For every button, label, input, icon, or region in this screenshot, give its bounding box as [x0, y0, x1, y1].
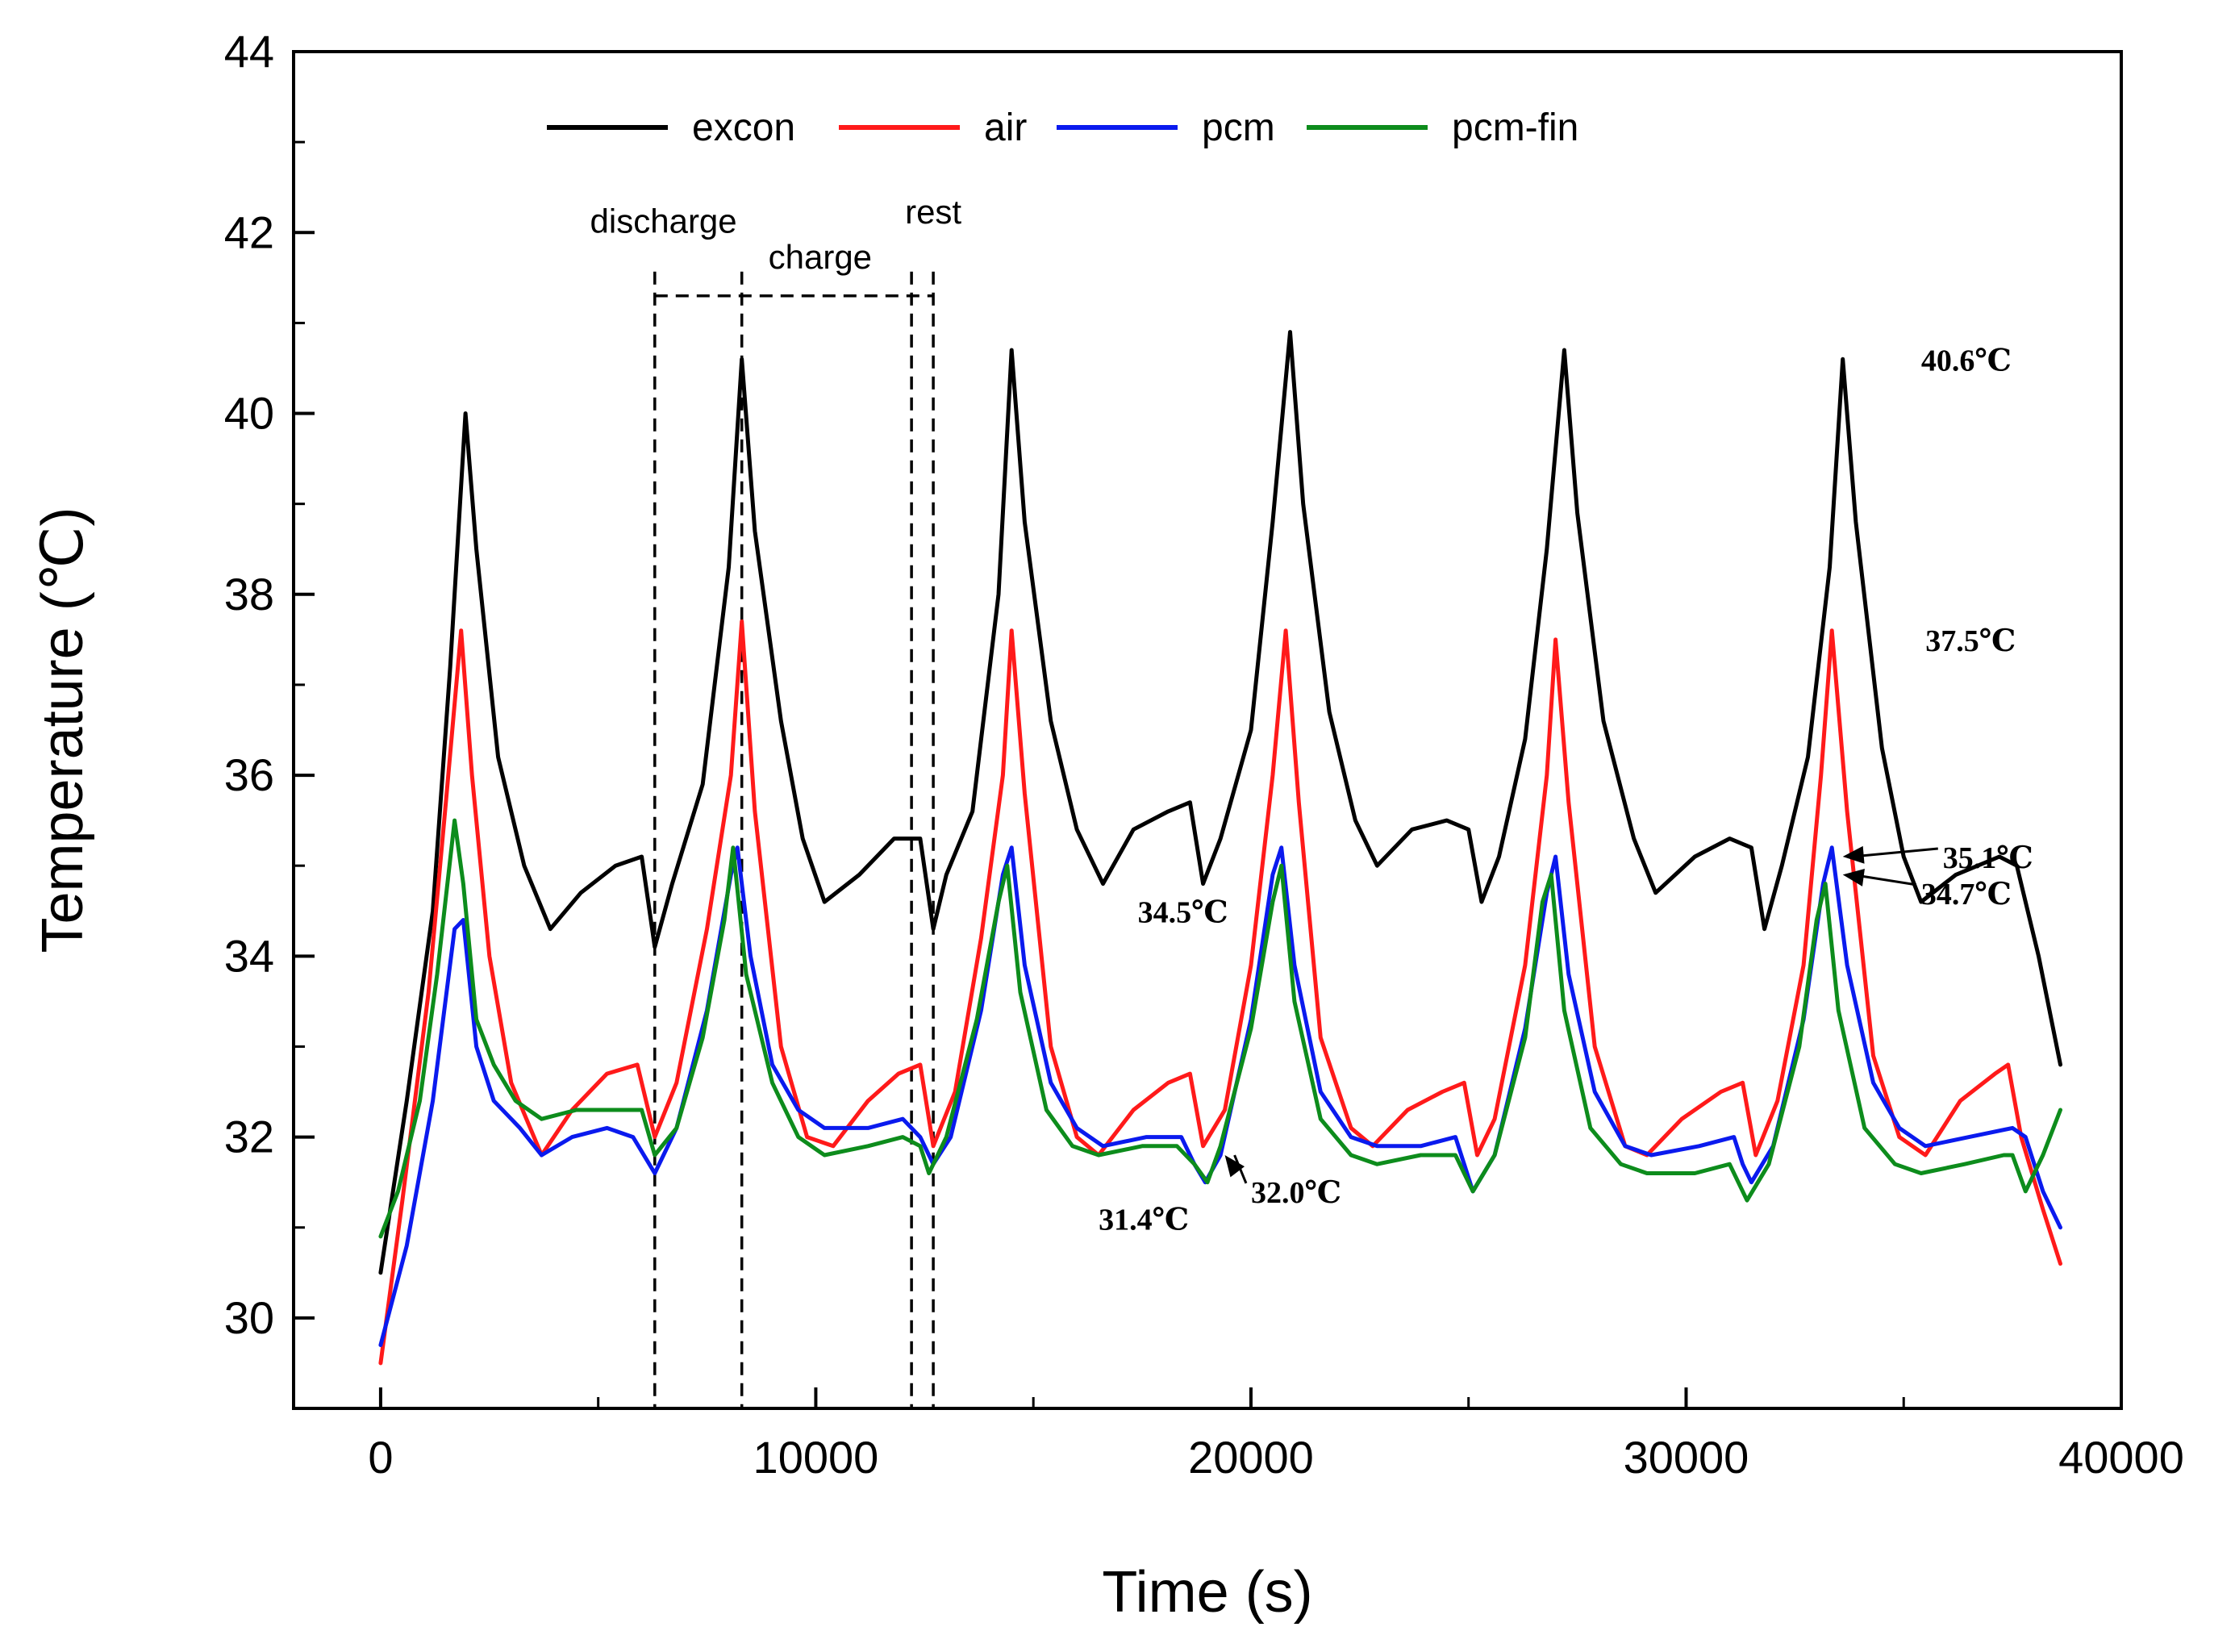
- legend: excon air pcm pcm-fin: [547, 106, 1578, 149]
- legend-label-excon: excon: [692, 106, 795, 149]
- y-tick-label: 36: [224, 749, 274, 800]
- series-line-excon: [378, 330, 2062, 1275]
- annotation-arrow-line: [1852, 847, 1938, 858]
- y-tick-label: 42: [224, 206, 274, 257]
- annotation-label: 34.5℃: [1138, 895, 1228, 929]
- phase-label-rest: rest: [905, 193, 961, 231]
- x-tick-label: 40000: [2058, 1432, 2184, 1483]
- x-tick-label: 30000: [1624, 1432, 1749, 1483]
- x-axis-ticks: 0 10000 20000 30000 40000: [368, 1387, 2184, 1483]
- x-tick-label: 10000: [753, 1432, 879, 1483]
- annotation-label: 32.0℃: [1251, 1176, 1341, 1210]
- series-line-pcm-fin: [378, 818, 2062, 1239]
- y-tick-label: 34: [224, 930, 274, 981]
- y-tick-label: 40: [224, 388, 274, 439]
- legend-label-pcm-fin: pcm-fin: [1452, 106, 1578, 149]
- legend-label-air: air: [984, 106, 1027, 149]
- annotation-label: 35.1℃: [1943, 841, 2033, 875]
- phase-label-discharge: discharge: [590, 202, 737, 240]
- annotation-label: 37.5℃: [1925, 624, 2016, 658]
- series-lines: [378, 330, 2062, 1366]
- annotation-label: 31.4℃: [1099, 1204, 1189, 1237]
- annotations: 40.6℃ 37.5℃ 35.1℃34.7℃ 34.5℃ 32.0℃ 31.4℃: [1099, 344, 2033, 1237]
- y-tick-label: 44: [224, 26, 274, 77]
- x-axis-title: Time (s): [1102, 1560, 1312, 1625]
- series-line-air: [378, 619, 2062, 1366]
- y-axis-title: Temperature (℃): [31, 507, 95, 953]
- plot-frame: [292, 50, 2123, 1410]
- y-tick-label: 30: [224, 1292, 274, 1343]
- annotation-label: 34.7℃: [1921, 878, 2012, 912]
- y-tick-label: 32: [224, 1112, 274, 1162]
- y-tick-label: 38: [224, 569, 274, 620]
- phase-markers: discharge charge rest: [590, 193, 961, 1408]
- legend-label-pcm: pcm: [1202, 106, 1275, 149]
- annotation-label: 40.6℃: [1921, 344, 2012, 378]
- annotation-arrowhead: [1842, 869, 1865, 886]
- x-tick-label: 0: [368, 1432, 393, 1483]
- y-axis-ticks: 30 32 34 36 38 40 42 44: [224, 26, 315, 1343]
- annotation-arrowhead: [1842, 845, 1865, 864]
- x-tick-label: 20000: [1188, 1432, 1314, 1483]
- phase-label-charge: charge: [769, 238, 872, 276]
- annotation-arrowhead: [1224, 1155, 1245, 1178]
